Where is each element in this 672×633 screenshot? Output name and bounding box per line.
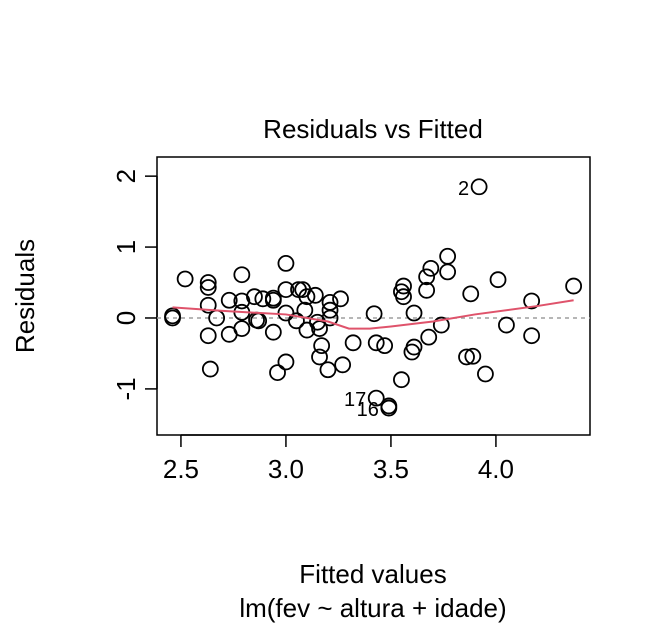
- data-point: [344, 334, 362, 352]
- y-tick-label: 2: [111, 169, 141, 183]
- data-point: [277, 281, 295, 299]
- data-point: [199, 279, 217, 296]
- point-label: 2: [458, 178, 469, 200]
- data-point: [233, 266, 251, 284]
- x-tick-label: 4.0: [478, 454, 514, 484]
- point-label: 16: [357, 399, 379, 421]
- data-point: [489, 271, 507, 289]
- y-tick-label: 0: [111, 311, 141, 325]
- data-point: [464, 347, 482, 365]
- data-point: [306, 286, 324, 304]
- x-axis-label: Fitted values: [299, 559, 446, 589]
- data-point: [367, 389, 385, 407]
- data-point: [376, 337, 394, 355]
- data-point: [277, 254, 295, 272]
- data-point: [264, 291, 282, 309]
- data-point: [233, 320, 251, 338]
- data-point: [420, 328, 438, 346]
- data-point: [458, 348, 475, 366]
- data-point: [334, 356, 352, 374]
- data-point: [380, 399, 398, 417]
- chart-subtitle: lm(fev ~ altura + idade): [239, 593, 506, 623]
- data-point: [439, 263, 457, 281]
- data-point: [313, 337, 331, 355]
- data-point: [199, 296, 217, 314]
- y-tick-label: 1: [111, 240, 141, 254]
- data-point: [418, 281, 436, 299]
- data-point: [565, 277, 583, 295]
- y-axis: -1 0 1 2: [111, 169, 158, 400]
- data-point: [321, 309, 339, 327]
- data-point: [395, 277, 412, 295]
- data-point: [321, 301, 339, 319]
- x-tick-label: 3.5: [373, 454, 409, 484]
- data-point: [477, 365, 494, 383]
- data-point: [288, 312, 305, 330]
- smooth-line: [172, 299, 574, 330]
- chart-title: Residuals vs Fitted: [263, 114, 483, 144]
- data-point: [332, 290, 349, 308]
- data-point: [395, 288, 412, 306]
- data-point: [319, 361, 337, 379]
- point-label: 17: [344, 389, 366, 411]
- data-point: [199, 274, 217, 291]
- data-point: [199, 327, 217, 345]
- data-point: [422, 259, 440, 277]
- data-point: [164, 307, 181, 325]
- data-point: [311, 348, 328, 366]
- y-axis-label: Residuals: [10, 239, 40, 353]
- x-tick-label: 3.0: [268, 454, 304, 484]
- data-point: [296, 301, 314, 319]
- data-point: [523, 327, 541, 345]
- points-layer: [164, 178, 583, 417]
- x-axis: 2.5 3.0 3.5 4.0: [163, 434, 514, 484]
- data-point: [298, 288, 316, 306]
- data-point: [220, 291, 238, 309]
- x-tick-label: 2.5: [163, 454, 199, 484]
- data-point: [462, 285, 480, 303]
- data-point: [439, 247, 457, 265]
- data-point: [367, 334, 385, 352]
- data-point: [277, 353, 295, 371]
- data-point: [432, 316, 450, 334]
- data-point: [470, 178, 488, 196]
- data-point: [523, 292, 541, 310]
- data-point: [176, 270, 194, 288]
- data-point: [498, 316, 515, 334]
- data-point: [365, 305, 383, 323]
- data-point: [269, 364, 286, 381]
- data-point: [201, 360, 219, 378]
- data-point: [393, 371, 410, 389]
- data-point: [418, 268, 436, 286]
- data-point: [246, 288, 263, 306]
- data-point: [405, 304, 423, 322]
- data-point: [264, 323, 282, 341]
- data-point: [405, 338, 423, 356]
- y-tick-label: -1: [111, 377, 141, 400]
- data-point: [254, 290, 272, 308]
